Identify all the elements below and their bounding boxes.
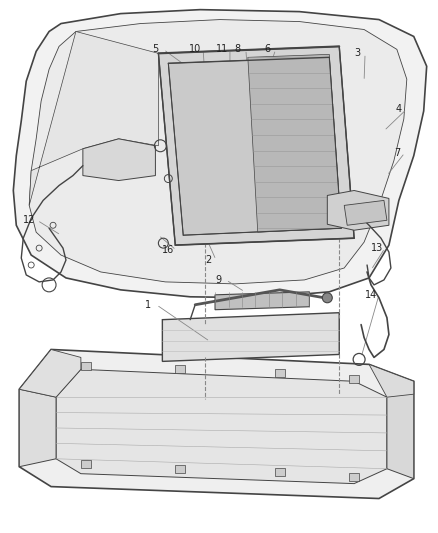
Text: 5: 5 xyxy=(152,44,158,54)
Text: 10: 10 xyxy=(189,44,201,54)
Text: 4: 4 xyxy=(395,104,401,114)
Polygon shape xyxy=(168,58,340,235)
Text: 7: 7 xyxy=(393,148,399,158)
Text: 1: 1 xyxy=(145,300,151,310)
Text: 13: 13 xyxy=(370,243,382,253)
Text: 6: 6 xyxy=(264,44,270,54)
Text: 12: 12 xyxy=(23,215,35,225)
Polygon shape xyxy=(19,350,413,498)
Circle shape xyxy=(321,293,332,303)
Bar xyxy=(274,369,284,377)
Polygon shape xyxy=(368,365,413,397)
Polygon shape xyxy=(327,190,388,230)
Polygon shape xyxy=(83,139,155,181)
Polygon shape xyxy=(29,20,406,284)
Polygon shape xyxy=(13,10,426,298)
Bar xyxy=(81,362,91,370)
Polygon shape xyxy=(19,389,56,467)
Text: 11: 11 xyxy=(215,44,228,54)
Polygon shape xyxy=(19,350,81,397)
Polygon shape xyxy=(386,381,413,479)
Text: 3: 3 xyxy=(353,49,359,58)
Polygon shape xyxy=(56,369,386,483)
Text: 14: 14 xyxy=(364,290,376,300)
Bar xyxy=(81,460,91,468)
Bar xyxy=(175,465,185,473)
Text: 2: 2 xyxy=(205,255,211,265)
Polygon shape xyxy=(158,46,353,245)
Polygon shape xyxy=(162,313,339,361)
Polygon shape xyxy=(343,200,386,225)
Bar xyxy=(175,365,185,373)
Polygon shape xyxy=(215,292,309,310)
Polygon shape xyxy=(29,31,158,205)
Text: 8: 8 xyxy=(234,44,240,54)
Bar xyxy=(274,468,284,475)
Polygon shape xyxy=(247,54,340,232)
Text: 16: 16 xyxy=(162,245,174,255)
Bar xyxy=(348,375,358,383)
Text: 9: 9 xyxy=(215,275,221,285)
Bar xyxy=(348,473,358,481)
